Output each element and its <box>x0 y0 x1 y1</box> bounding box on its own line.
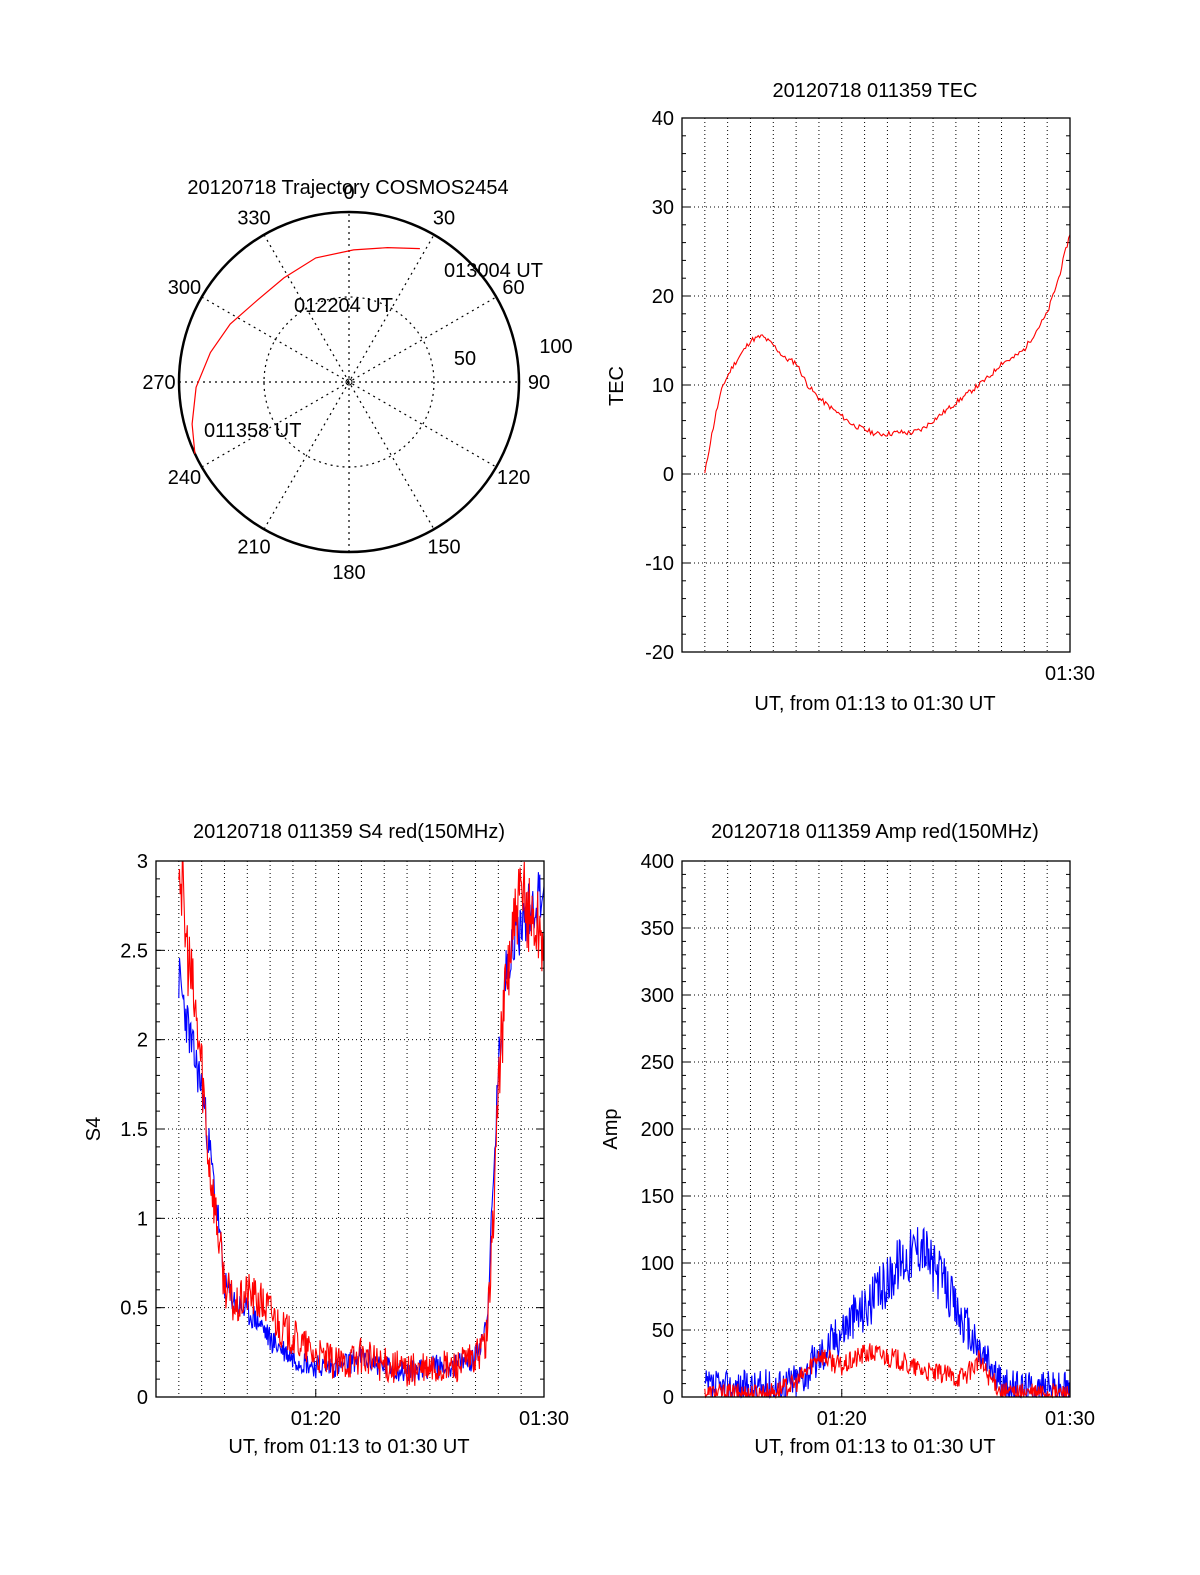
tec-title: 20120718 011359 TEC <box>773 80 978 102</box>
y-tick-label: 0 <box>137 1387 148 1409</box>
angle-label: 210 <box>237 537 270 559</box>
angle-label: 300 <box>168 277 201 299</box>
plot-frame <box>681 860 1071 1398</box>
y-tick-label: 300 <box>641 985 674 1007</box>
tec-chart: 20120718 011359 TEC TEC UT, from 01:13 t… <box>606 80 1095 715</box>
series-line <box>704 1226 1071 1400</box>
annotation-012204: 012204 UT <box>294 295 393 317</box>
x-tick-label: 01:30 <box>519 1408 569 1430</box>
tec-y-label: TEC <box>606 366 628 406</box>
s4-x-label: UT, from 01:13 to 01:30 UT <box>228 1436 469 1458</box>
y-tick-label: 400 <box>641 851 674 873</box>
angle-label: 60 <box>502 277 524 299</box>
angle-label: 330 <box>237 207 270 229</box>
amp-y-label: Amp <box>600 1108 622 1149</box>
angle-label: 90 <box>528 372 550 394</box>
x-tick-label: 01:20 <box>817 1408 867 1430</box>
y-tick-label: 100 <box>641 1253 674 1275</box>
amp-x-label: UT, from 01:13 to 01:30 UT <box>754 1436 995 1458</box>
y-tick-label: 0 <box>663 1387 674 1409</box>
trajectory-series-line <box>191 246 420 454</box>
y-tick-label: 2.5 <box>120 940 148 962</box>
series-line <box>178 860 545 1387</box>
y-tick-label: 150 <box>641 1186 674 1208</box>
y-tick-label: 30 <box>652 197 674 219</box>
polar-grid <box>177 210 521 554</box>
polar-angle-labels: 0 30 60 90 120 150 180 210 240 270 300 330 <box>142 182 550 584</box>
y-tick-label: 1 <box>137 1208 148 1230</box>
y-tick-label: -10 <box>645 553 674 575</box>
y-tick-label: 10 <box>652 375 674 397</box>
y-tick-label: 200 <box>641 1119 674 1141</box>
s4-chart: 20120718 011359 S4 red(150MHz) S4 UT, fr… <box>83 821 569 1458</box>
plot-frame <box>155 860 545 1398</box>
annotation-013004: 013004 UT <box>444 260 543 282</box>
angle-label: 240 <box>168 467 201 489</box>
y-tick-label: 20 <box>652 286 674 308</box>
y-tick-label: 3 <box>137 851 148 873</box>
polar-center <box>345 378 353 386</box>
s4-y-label: S4 <box>83 1117 105 1141</box>
y-tick-label: 250 <box>641 1052 674 1074</box>
amp-title: 20120718 011359 Amp red(150MHz) <box>711 821 1039 843</box>
radius-label-50: 50 <box>454 348 476 370</box>
polar-spoke <box>263 234 435 530</box>
y-tick-label: 0.5 <box>120 1298 148 1320</box>
y-tick-label: 40 <box>652 108 674 130</box>
x-tick-label: 01:30 <box>1045 1408 1095 1430</box>
radius-label-100: 100 <box>539 336 572 358</box>
angle-label: 270 <box>142 372 175 394</box>
plot-frame <box>681 117 1071 653</box>
amp-chart: 20120718 011359 Amp red(150MHz) Amp UT, … <box>600 821 1095 1458</box>
y-tick-label: 50 <box>652 1320 674 1342</box>
trajectory-title: 20120718 Trajectory COSMOS2454 <box>187 177 508 199</box>
series-line <box>704 234 1071 474</box>
angle-label: 180 <box>332 562 365 584</box>
x-tick-label: 01:30 <box>1045 663 1095 685</box>
annotation-011358: 011358 UT <box>204 420 301 442</box>
y-tick-label: 350 <box>641 918 674 940</box>
trajectory-polar-chart: 20120718 Trajectory COSMOS2454 0 30 60 90 12… <box>142 177 572 584</box>
tec-x-label: UT, from 01:13 to 01:30 UT <box>754 693 995 715</box>
y-tick-label: 0 <box>663 464 674 486</box>
y-tick-label: -20 <box>645 642 674 664</box>
angle-label: 30 <box>433 207 455 229</box>
series-line <box>704 1343 1071 1400</box>
s4-title: 20120718 011359 S4 red(150MHz) <box>193 821 505 843</box>
x-tick-label: 01:20 <box>291 1408 341 1430</box>
angle-label: 0 <box>343 182 354 204</box>
y-tick-label: 1.5 <box>120 1119 148 1141</box>
y-tick-label: 2 <box>137 1030 148 1052</box>
angle-label: 120 <box>497 467 530 489</box>
angle-label: 150 <box>427 537 460 559</box>
